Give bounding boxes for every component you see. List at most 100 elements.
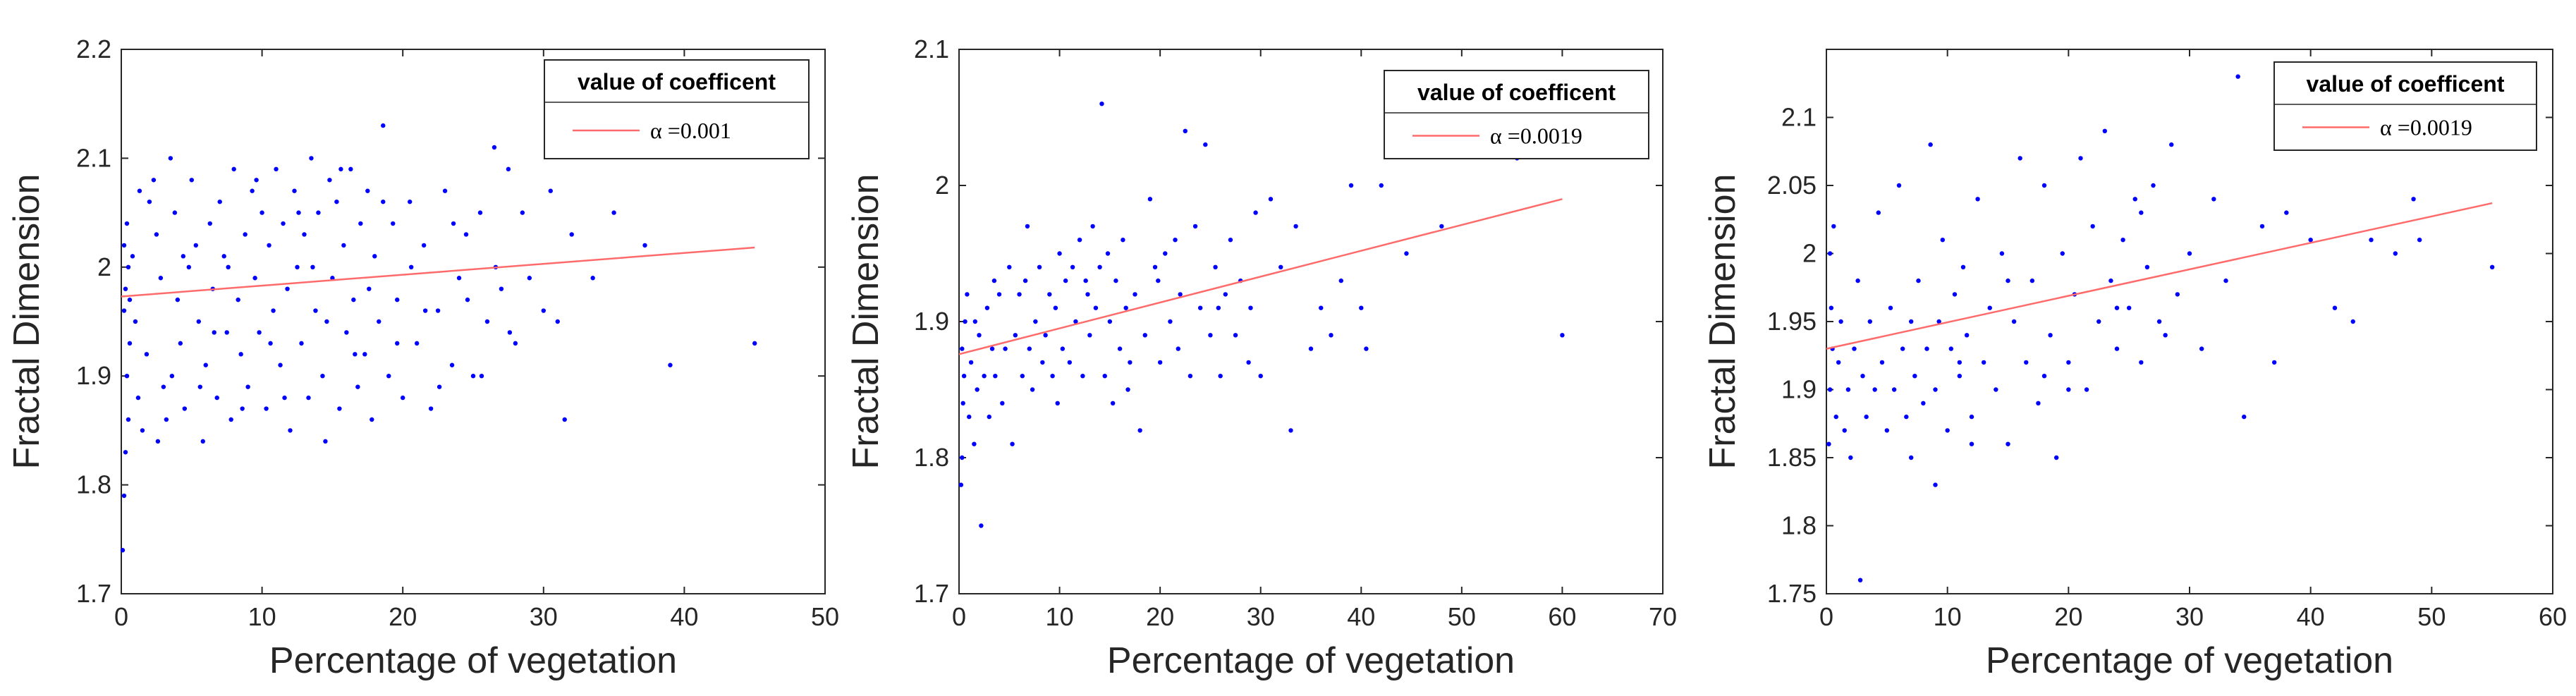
data-point — [1928, 142, 1933, 147]
data-point — [1099, 102, 1104, 106]
data-point — [323, 439, 328, 444]
y-tick-label: 2 — [97, 252, 111, 281]
data-point — [1994, 387, 1998, 392]
data-point — [1030, 387, 1035, 392]
data-point — [121, 243, 127, 248]
data-point — [126, 417, 131, 422]
data-point — [250, 188, 255, 193]
data-point — [123, 450, 128, 455]
data-point — [527, 276, 532, 281]
y-tick-label: 1.9 — [914, 307, 949, 336]
data-point — [752, 341, 757, 346]
data-point — [1070, 264, 1075, 269]
data-point — [186, 264, 192, 269]
data-point — [1952, 292, 1958, 297]
x-tick-label: 30 — [2175, 602, 2204, 631]
data-point — [1319, 305, 1324, 310]
data-point — [285, 286, 290, 291]
data-point — [377, 319, 381, 324]
data-point — [2011, 319, 2017, 324]
legend-entry: α =0.0019 — [1490, 123, 1582, 149]
data-point — [642, 243, 647, 248]
data-point — [465, 297, 470, 303]
data-point — [2120, 238, 2125, 243]
data-point — [181, 254, 186, 259]
data-point — [982, 374, 987, 379]
data-point — [428, 406, 434, 411]
data-point — [1258, 374, 1263, 379]
data-point — [362, 352, 367, 357]
data-point — [1223, 292, 1228, 297]
y-tick-label: 1.75 — [1767, 579, 1817, 608]
data-point — [178, 341, 183, 346]
data-point — [1253, 210, 1258, 215]
data-point — [548, 188, 553, 193]
data-point — [1043, 333, 1048, 338]
data-point — [972, 319, 978, 324]
data-point — [1188, 374, 1193, 379]
data-point — [1842, 428, 1847, 433]
data-point — [2259, 224, 2265, 229]
data-point — [151, 178, 157, 183]
fit-line — [1826, 202, 2493, 350]
data-point — [327, 178, 332, 183]
data-point — [1896, 183, 1902, 188]
legend-entry: α =0.001 — [650, 118, 731, 143]
data-point — [1125, 387, 1130, 392]
data-point — [1176, 346, 1181, 351]
data-point — [2393, 251, 2398, 256]
data-point — [1872, 387, 1877, 392]
data-point — [958, 482, 964, 487]
data-point — [1173, 238, 1178, 243]
data-point — [1831, 224, 1836, 229]
data-point — [121, 493, 127, 499]
data-point — [344, 330, 349, 335]
data-point — [1921, 401, 1926, 405]
data-point — [668, 362, 673, 367]
data-point — [147, 199, 152, 204]
data-point — [1063, 278, 1068, 283]
data-point — [395, 341, 400, 346]
legend-title: value of coefficent — [1417, 80, 1616, 105]
data-point — [1163, 251, 1168, 256]
legend-box — [1384, 70, 1649, 159]
data-point — [207, 221, 212, 226]
data-point — [2078, 156, 2083, 161]
data-point — [965, 292, 970, 297]
data-point — [968, 360, 974, 365]
y-axis-label: Fractal Dimension — [6, 173, 47, 469]
data-point — [1055, 401, 1060, 405]
data-point — [989, 346, 995, 351]
data-point — [1133, 292, 1137, 297]
data-point — [2271, 360, 2277, 365]
data-point — [2018, 156, 2022, 161]
data-point — [1102, 374, 1107, 379]
data-point — [1113, 278, 1118, 283]
data-point — [569, 232, 574, 237]
x-tick-label: 50 — [2417, 602, 2446, 631]
x-tick-label: 40 — [1347, 602, 1375, 631]
data-point — [590, 276, 595, 281]
x-tick-label: 0 — [1819, 602, 1833, 631]
data-point — [2132, 197, 2137, 202]
data-point — [158, 276, 164, 281]
data-point — [313, 308, 318, 313]
y-tick-label: 2 — [935, 171, 949, 200]
data-point — [1128, 360, 1133, 365]
data-point — [1142, 333, 1147, 338]
data-point — [334, 199, 339, 204]
data-point — [2139, 210, 2144, 215]
data-point — [257, 330, 262, 335]
data-point — [1027, 346, 1032, 351]
data-point — [228, 417, 233, 422]
data-point — [2156, 319, 2162, 324]
data-point — [144, 352, 149, 357]
data-point — [1860, 374, 1865, 379]
data-point — [2114, 305, 2120, 310]
data-point — [2350, 319, 2355, 324]
data-point — [1020, 374, 1025, 379]
data-point — [1268, 197, 1274, 202]
data-point — [274, 166, 279, 172]
data-point — [2126, 305, 2132, 310]
data-point — [1933, 482, 1938, 487]
